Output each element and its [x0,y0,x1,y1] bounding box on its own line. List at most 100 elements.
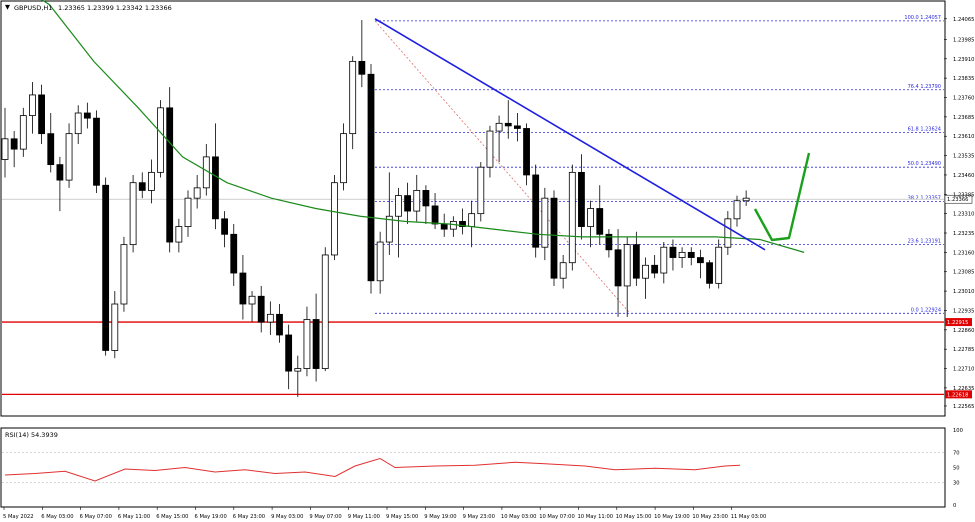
descending-trendline [374,18,766,251]
candle [38,84,45,144]
candle-body [477,166,485,215]
candle [221,211,229,248]
candle-body [221,218,229,235]
candle [312,293,320,382]
time-tick-label: 6 May 03:00 [41,514,73,520]
time-tick-label: 11 May 03:00 [731,514,767,520]
candle-body [239,272,247,305]
candle-body [102,184,110,351]
candle-body [431,205,439,225]
candle [193,174,201,209]
time-tick-label: 10 May 07:00 [539,514,575,520]
fib-diagonal-line [374,20,631,314]
candle-body [212,156,219,220]
candle [266,301,274,335]
candle [651,254,659,279]
candle-body [175,226,183,243]
candle-body [1,138,9,160]
candle [568,164,576,271]
candle-body [706,262,713,284]
candle-body [395,195,402,217]
candle-body [47,133,55,166]
candle-body [541,197,549,248]
price-tick-label: 1.22710 [953,367,974,373]
time-tick-label: 9 May 03:00 [271,514,303,520]
candle [697,249,704,279]
candle [10,131,18,168]
candle-body [367,73,375,282]
price-axis: 1.24065 1.23985 1.23910 1.23835 1.23760 1.236… [944,17,974,410]
candle [477,162,485,222]
rsi-tick-label: 30 [953,481,960,487]
candle [184,190,192,237]
candle [93,110,100,194]
candle-body [422,190,430,207]
candle [19,107,27,157]
bullish-arrow [753,152,811,242]
price-tick-label: 1.23910 [953,57,974,63]
main-panel-frame [0,0,946,417]
fib-level-label: 100.0 1.24057 [904,15,941,21]
candle [294,355,302,397]
time-tick-label: 6 May 15:00 [156,514,188,520]
candle-body [230,233,238,274]
fibonacci-retracement[interactable]: 100.0 1.24057 76.4 1.23790 61.8 1.23624 50.… [374,15,944,314]
price-tick-label: 1.22785 [953,347,974,353]
rsi-label: RSI(14) 54.3939 [5,431,58,439]
candle-body [724,218,732,248]
candle-body [266,313,274,323]
candle-body [596,208,604,235]
price-tick-label: 1.23010 [953,289,974,295]
candle [742,190,750,206]
candle-body [376,241,384,282]
price-tick-label: 1.24065 [953,17,974,23]
candle-body [184,197,192,227]
candle [138,172,146,199]
candle [459,208,466,235]
price-tick-label: 1.23985 [953,37,974,43]
candle-body [385,215,393,243]
price-tick-label: 1.23685 [953,115,974,121]
support-price-tag [945,318,972,327]
candle-body [111,303,119,351]
fib-level-label: 23.6 1.23191 [908,238,941,244]
candle [404,182,412,224]
candle-body [93,117,100,186]
time-tick-label: 9 May 23:00 [463,514,495,520]
candle [303,306,311,377]
time-tick-label: 10 May 19:00 [654,514,690,520]
price-tick-label: 1.22935 [953,308,974,314]
price-tick-label: 1.23760 [953,96,974,102]
trendline[interactable] [374,18,766,251]
candle-body [56,164,64,181]
time-tick-label: 9 May 15:00 [386,514,418,520]
candle [376,231,384,294]
candle [678,247,686,268]
candle [385,172,393,255]
candle-body [29,94,36,116]
candle [166,87,174,253]
candle-body [10,138,18,150]
support-lines[interactable]: 1.22915 1.22618 [2,318,972,399]
candle [395,187,402,258]
candle-body [660,246,668,274]
time-axis: 5 May 2022 6 May 03:00 6 May 07:00 6 May 11… [3,507,766,520]
candle-body [550,197,558,279]
candle [514,112,521,142]
candle [56,156,64,212]
candle-body [678,251,686,258]
candle [596,185,604,245]
ohlc-values: 1.23365 1.23399 1.23342 1.23366 [58,4,172,12]
price-tick-label: 1.23385 [953,192,974,198]
support-price-label: 1.22915 [947,320,968,326]
chart-header: ▼ GBPUSD,H1 1.23365 1.23399 1.23342 1.23… [5,3,172,12]
time-tick-label: 5 May 2022 [3,514,34,520]
current-price-label: 1.23366 [947,197,968,203]
candle [715,239,723,289]
fib-level-label: 0.0 1.22924 [911,307,941,313]
candle-body [129,182,137,246]
support-price-label: 1.22618 [947,392,968,398]
candle [340,123,347,191]
candle [605,229,613,258]
